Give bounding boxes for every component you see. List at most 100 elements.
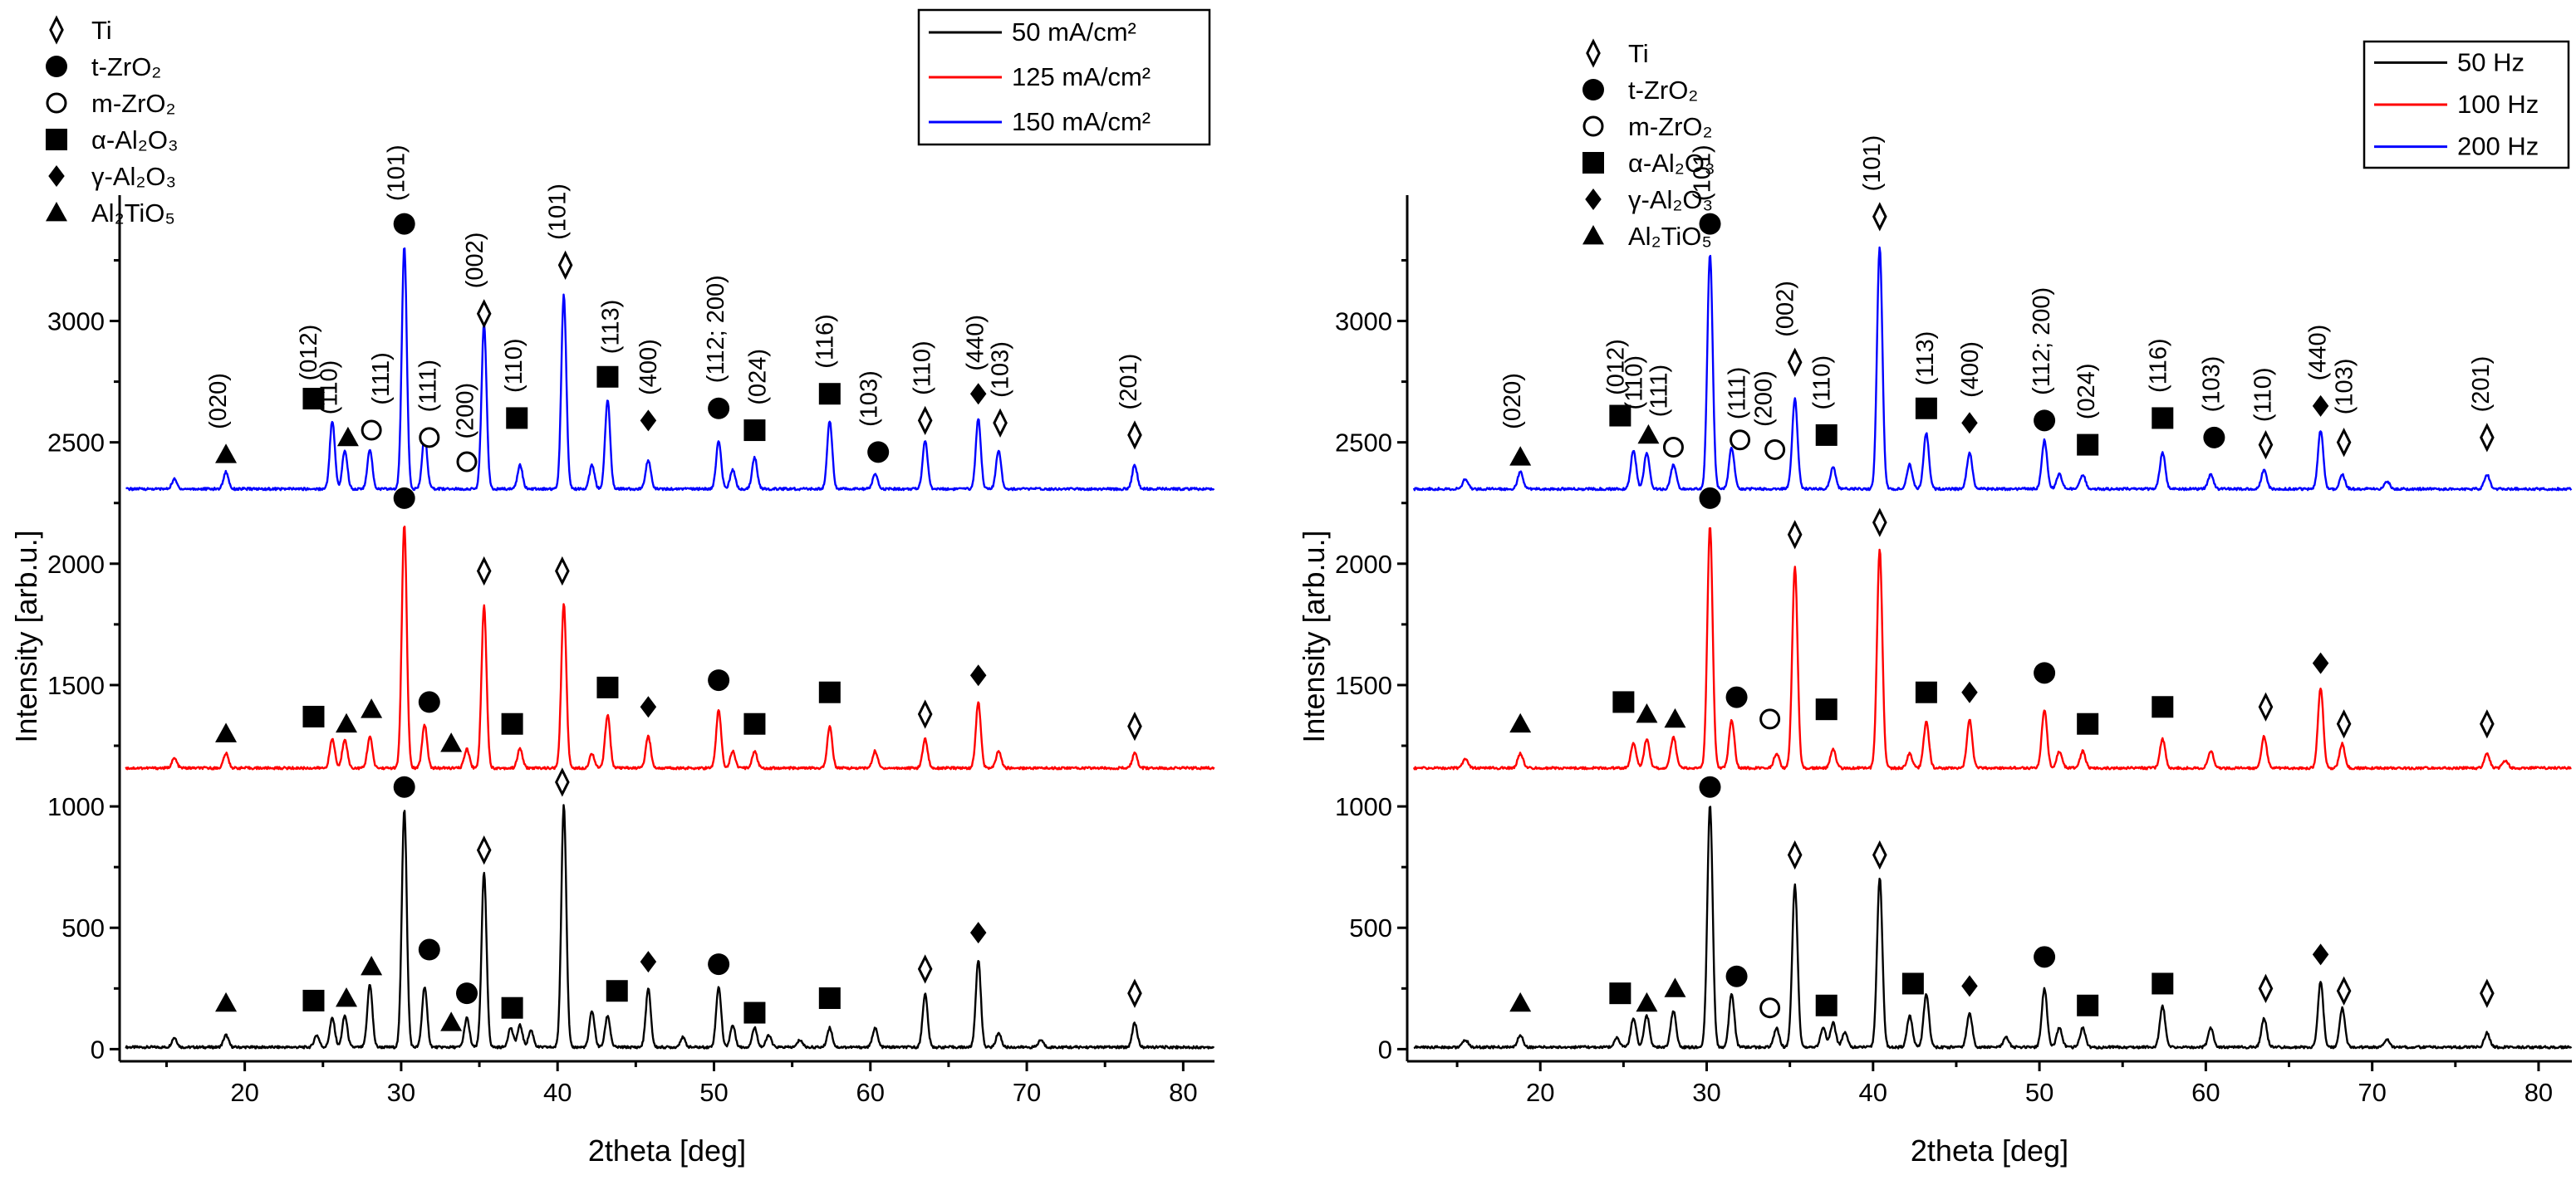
phase-marker xyxy=(455,982,478,1005)
phase-marker xyxy=(917,405,933,436)
phase-marker xyxy=(1815,424,1838,446)
phase-marker xyxy=(418,691,440,713)
y-tick-label: 500 xyxy=(1349,913,1392,943)
phase-marker xyxy=(1509,713,1532,733)
y-tick-label: 3000 xyxy=(47,307,105,336)
phase-marker xyxy=(1787,840,1803,870)
phase-marker xyxy=(1961,975,1978,997)
phase-marker xyxy=(1509,992,1532,1012)
y-tick-label: 0 xyxy=(91,1035,105,1064)
y-tick-label: 3000 xyxy=(1335,307,1392,336)
reflection-label: (116) xyxy=(812,314,839,369)
legend-label: 200 Hz xyxy=(2457,132,2539,161)
phase-marker xyxy=(215,992,238,1012)
phase-marker xyxy=(336,426,359,447)
phase-marker xyxy=(1699,487,1721,509)
reflection-label: (116) xyxy=(2145,338,2171,393)
series-line-2 xyxy=(1412,526,2572,771)
y-tick-label: 1000 xyxy=(1335,792,1392,821)
x-tick-label: 50 xyxy=(2025,1078,2053,1107)
phase-legend-symbol xyxy=(1582,79,1604,100)
series-line-3 xyxy=(1412,246,2573,492)
phase-marker xyxy=(336,713,358,733)
phase-legend-symbol xyxy=(46,92,67,114)
reflection-label: (110) xyxy=(909,340,935,395)
phase-marker xyxy=(215,443,238,463)
reflection-label: (101) xyxy=(1690,144,1716,201)
phase-marker xyxy=(2152,696,2174,718)
phase-marker xyxy=(501,997,523,1019)
phase-legend-symbol xyxy=(1586,38,1601,68)
phase-marker xyxy=(1961,681,1978,703)
phase-marker xyxy=(2336,428,2352,458)
x-tick-label: 70 xyxy=(2358,1078,2386,1107)
phase-marker xyxy=(557,250,573,280)
x-tick-label: 60 xyxy=(2191,1078,2220,1107)
reflection-label: (101) xyxy=(545,184,572,240)
phase-marker xyxy=(2480,423,2495,453)
phase-marker xyxy=(1699,213,1721,235)
phase-marker xyxy=(1664,708,1686,728)
phase-marker xyxy=(993,408,1008,438)
phase-legend-label: m-ZrO₂ xyxy=(1628,112,1713,141)
reflection-label: (400) xyxy=(635,339,662,395)
series-legend: 50 mA/cm² 125 mA/cm² 150 mA/cm² xyxy=(917,8,1211,146)
y-tick-label: 1000 xyxy=(47,792,105,821)
reflection-label: (002) xyxy=(462,233,488,289)
phase-marker xyxy=(1901,972,1924,995)
chart-panel-2: 20 30 40 50 60 70 80 0 500 1000 1500 2000 2500 3000 2t… xyxy=(1297,38,2573,1168)
phase-marker xyxy=(818,987,841,1010)
x-tick-label: 30 xyxy=(387,1078,415,1107)
phase-legend-symbol xyxy=(49,15,64,45)
phase-marker xyxy=(867,441,890,463)
reflection-label: (440) xyxy=(962,315,989,371)
reflection-label: (020) xyxy=(205,373,232,429)
phase-marker xyxy=(1961,412,1978,434)
phase-marker xyxy=(818,681,841,703)
y-tick-label: 1500 xyxy=(1335,671,1392,700)
phase-legend-label: γ-Al₂O₃ xyxy=(1628,185,1713,214)
reflection-label: (101) xyxy=(384,144,410,201)
phase-marker xyxy=(708,953,730,976)
phase-marker xyxy=(1636,703,1658,723)
phase-marker xyxy=(1787,520,1803,550)
phase-legend-symbol xyxy=(1582,115,1604,137)
phase-marker xyxy=(336,987,358,1007)
x-tick-label: 80 xyxy=(2524,1078,2553,1107)
reflection-label: (440) xyxy=(2305,325,2332,381)
phase-marker xyxy=(2336,976,2352,1006)
phase-marker xyxy=(476,835,492,865)
phase-marker xyxy=(1127,420,1142,450)
phase-marker xyxy=(969,664,987,687)
x-axis-label: 2theta [deg] xyxy=(588,1134,746,1168)
y-tick-label: 500 xyxy=(61,913,105,943)
phase-legend-label: t-ZrO₂ xyxy=(1628,76,1698,105)
legend-label: 100 Hz xyxy=(2457,90,2539,119)
phase-marker xyxy=(1759,708,1781,730)
reflection-label: (110) xyxy=(316,360,343,415)
phase-marker xyxy=(1815,994,1838,1016)
x-tick-label: 40 xyxy=(1859,1078,1887,1107)
phase-marker xyxy=(818,383,841,405)
phase-legend-symbol xyxy=(1582,152,1604,174)
reflection-label: (111) xyxy=(1725,367,1751,419)
reflection-label: (020) xyxy=(1499,373,1526,429)
reflection-label: (110) xyxy=(501,338,527,393)
phase-legend-label: Ti xyxy=(91,16,112,45)
phase-legend-label: t-ZrO₂ xyxy=(91,52,161,81)
phase-marker xyxy=(640,409,657,432)
reflection-label: (111) xyxy=(415,360,441,412)
phase-marker xyxy=(555,556,570,586)
phase-marker xyxy=(1127,711,1142,742)
phase-marker xyxy=(2077,433,2099,456)
phase-marker xyxy=(419,427,440,448)
phase-marker xyxy=(2480,978,2495,1008)
phase-marker xyxy=(1815,698,1838,721)
reflection-label: (400) xyxy=(1957,341,1984,398)
phase-marker xyxy=(506,407,528,429)
phase-legend-label: Al₂TiO₅ xyxy=(91,198,175,228)
phase-marker xyxy=(2034,409,2056,432)
phase-marker xyxy=(1637,424,1660,444)
phase-marker xyxy=(596,676,619,698)
